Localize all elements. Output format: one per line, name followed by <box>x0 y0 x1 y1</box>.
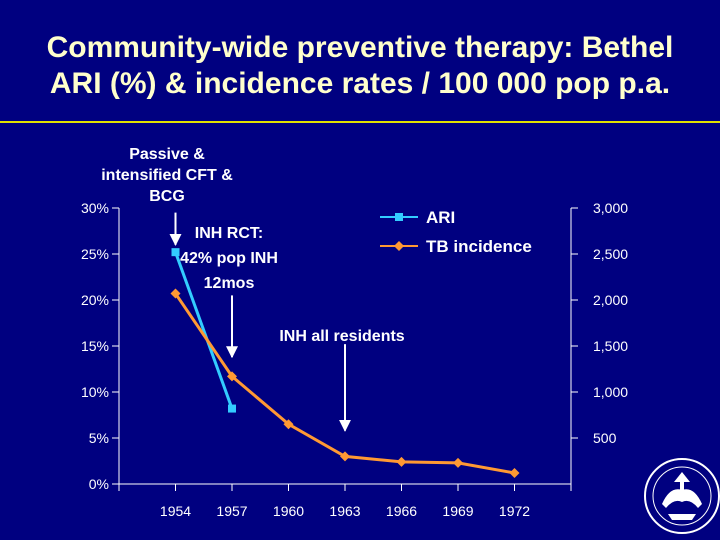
tb-data-point <box>227 371 237 382</box>
y-right-tick-label: 500 <box>593 430 617 446</box>
annotation-passive-line: BCG <box>149 188 185 205</box>
y-right-tick-label: 1,000 <box>593 384 628 400</box>
university-seal-icon <box>644 458 720 534</box>
annotations: Passive & intensified CFT & BCG INH RCT: 42%… <box>101 146 405 432</box>
tb-data-point <box>453 457 463 468</box>
legend: ARI TB incidence <box>380 208 532 256</box>
y-left-tick-label: 20% <box>81 292 109 308</box>
annotation-inh-rct-line: 12mos <box>204 275 255 292</box>
y-left-tick-label: 10% <box>81 384 109 400</box>
x-tick-label: 1966 <box>386 503 417 519</box>
ari-data-point <box>228 404 236 413</box>
y-left-tick-label: 30% <box>81 200 109 216</box>
y-right-tick-label: 1,500 <box>593 338 628 354</box>
x-tick-label: 1957 <box>216 503 247 519</box>
annotation-passive-line: Passive & <box>129 146 205 163</box>
y-left-tick-label: 5% <box>89 430 109 446</box>
legend-ari-marker <box>395 213 403 221</box>
ari-data-point <box>171 248 180 257</box>
tb-data-point <box>283 419 294 430</box>
y-right-tick-label: 2,500 <box>593 246 628 262</box>
x-tick-label: 1969 <box>442 503 473 519</box>
annotation-passive-line: intensified CFT & <box>101 167 233 184</box>
title-line-2: ARI (%) & incidence rates / 100 000 pop … <box>49 67 671 100</box>
x-tick-label: 1954 <box>160 503 191 519</box>
legend-tb-incidence-label: TB incidence <box>426 237 532 256</box>
tb-data-point <box>340 451 350 462</box>
x-tick-label: 1963 <box>329 503 360 519</box>
legend-ari-label: ARI <box>426 208 455 227</box>
ari-series-line <box>174 251 234 410</box>
title-line-1: Community-wide preventive therapy: Bethe… <box>46 31 674 64</box>
annotation-inh-rct-line: 42% pop INH <box>180 250 278 267</box>
tb-data-point <box>170 288 181 299</box>
annotation-inh-rct-line: INH RCT: <box>195 225 263 242</box>
slide-title: Community-wide preventive therapy: Bethe… <box>0 30 720 102</box>
y-left-tick-label: 25% <box>81 246 109 262</box>
y-right-tick-label: 3,000 <box>593 200 628 216</box>
y-right-tick-label: 2,000 <box>593 292 628 308</box>
y-left-tick-label: 0% <box>89 476 109 492</box>
tb-data-point <box>509 467 520 478</box>
title-rule <box>0 121 720 123</box>
annotation-inh-all-line: INH all residents <box>279 328 404 345</box>
series <box>170 248 520 478</box>
axes: 0% 5% 10% 15% 20% 25% 30% 500 1,000 1,500 2,000 2,5… <box>81 200 628 519</box>
tb-data-point <box>396 456 407 467</box>
legend-tb-incidence-marker <box>394 241 404 251</box>
y-left-tick-label: 15% <box>81 338 109 354</box>
x-tick-label: 1972 <box>499 503 530 519</box>
x-tick-label: 1960 <box>273 503 304 519</box>
